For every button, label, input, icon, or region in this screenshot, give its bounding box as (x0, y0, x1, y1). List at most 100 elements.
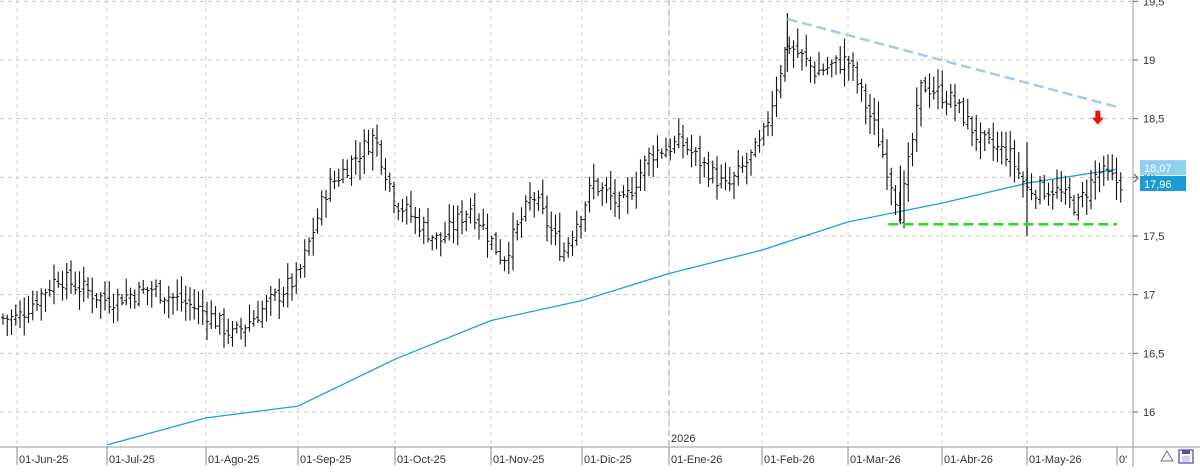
ohlc-bar (43, 288, 48, 312)
ohlc-bar (345, 159, 350, 179)
ohlc-bar (885, 138, 889, 190)
sell-arrow-icon (1091, 110, 1104, 125)
ohlc-bar (387, 172, 392, 193)
ohlc-bar (727, 166, 732, 192)
ohlc-bar (247, 304, 252, 332)
ohlc-bar (630, 177, 634, 201)
price-tags: 18,07 17,96 (1133, 160, 1186, 192)
ohlc-bar (681, 125, 685, 159)
ohlc-bar (753, 137, 758, 158)
y-tick-label: 17 (1143, 290, 1155, 302)
ohlc-bar (485, 213, 490, 258)
ohlc-bar (621, 185, 626, 199)
ohlc-bar (1016, 152, 1021, 180)
ohlc-bar (5, 314, 10, 336)
ohlc-bar (523, 195, 528, 222)
ohlc-bar (676, 118, 681, 149)
y-tick-label: 19 (1143, 55, 1155, 67)
ohlc-bar (842, 38, 847, 87)
ohlc-bar (230, 320, 235, 347)
ohlc-bar (209, 300, 214, 330)
x-tick-label: 01-May-26 (1029, 454, 1082, 466)
ohlc-bar (766, 111, 770, 137)
ohlc-bar (532, 191, 537, 218)
ohlc-bar (889, 167, 894, 206)
ohlc-bar (111, 293, 116, 324)
ohlc-bar (281, 286, 286, 307)
ohlc-bar (706, 151, 711, 188)
ohlc-bar (124, 278, 129, 306)
ohlc-bar (498, 239, 503, 265)
ohlc-bar (608, 170, 613, 211)
ohlc-bar (808, 56, 813, 83)
ohlc-bar (1114, 157, 1119, 201)
ohlc-bar (795, 28, 800, 58)
ohlc-bar (35, 290, 39, 311)
ohlc-bar (489, 235, 494, 250)
ohlc-bar (298, 263, 303, 279)
ohlc-bar (434, 232, 439, 250)
ohlc-bar (175, 279, 180, 311)
ohlc-bar (965, 98, 970, 130)
ohlc-bar (834, 55, 838, 75)
ohlc-bar (430, 235, 435, 251)
ohlc-bar (494, 232, 498, 255)
ohlc-bar (872, 97, 877, 136)
ohlc-bar (931, 76, 936, 100)
ohlc-bar (188, 287, 192, 321)
ohlc-bar (982, 130, 987, 152)
save-icon-shutter (1182, 450, 1190, 454)
trend-lines (787, 17, 1118, 226)
save-icon[interactable] (1178, 449, 1194, 464)
ohlc-bar (821, 63, 826, 76)
ohlc-bar (141, 279, 146, 294)
ohlc-bar (838, 46, 843, 74)
ohlc-bar (324, 189, 328, 218)
ohlc-bar (285, 263, 290, 308)
ohlc-bar (115, 288, 120, 322)
x-tick-label: 01-Mar-26 (850, 454, 901, 466)
ohlc-bar (22, 297, 27, 336)
y-tick-label: 18,5 (1143, 114, 1164, 126)
ohlc-bar (468, 198, 473, 224)
ohlc-bar (460, 200, 464, 235)
ohlc-bar (47, 279, 52, 297)
ohlc-bar (154, 279, 158, 298)
ohlc-bar (668, 138, 673, 161)
ohlc-bar (1004, 131, 1008, 167)
ohlc-bar (366, 129, 371, 156)
ohlc-bar (545, 195, 549, 242)
ohlc-bar (953, 83, 957, 122)
ohlc-bar (438, 232, 443, 257)
ohlc-bar (158, 279, 163, 304)
ohlc-bar (353, 139, 358, 175)
resistance-line[interactable] (787, 17, 1118, 109)
ohlc-bar (26, 295, 31, 323)
ohlc-bar (132, 289, 137, 309)
ohlc-bar (183, 285, 188, 321)
x-tick-label: 0' (1119, 454, 1127, 466)
ohlc-bar (914, 87, 919, 152)
ohlc-bar (481, 208, 486, 230)
ohlc-bar (991, 122, 996, 162)
ohlc-bar (162, 297, 167, 314)
ohlc-bar (370, 128, 375, 171)
ohlc-bar (1038, 176, 1042, 205)
ohlc-bar (30, 290, 35, 321)
ohlc-bar (362, 129, 367, 174)
ohlc-bar (829, 59, 834, 78)
ohlc-bar (591, 163, 596, 200)
ohlc-bar (825, 57, 830, 75)
ohlc-bar (464, 210, 469, 232)
ohlc-bar (961, 97, 966, 127)
ohlc-bar (256, 300, 260, 324)
ohlc-bar (319, 190, 324, 226)
ohlc-bar (302, 239, 307, 278)
ohlc-bar (791, 40, 796, 68)
triangle-icon[interactable] (1160, 450, 1174, 462)
ohlc-bar (893, 185, 898, 216)
ohlc-bar (349, 155, 354, 186)
ohlc-bar (812, 61, 817, 84)
ohlc-bar (413, 206, 418, 235)
ohlc-bar (846, 55, 851, 81)
